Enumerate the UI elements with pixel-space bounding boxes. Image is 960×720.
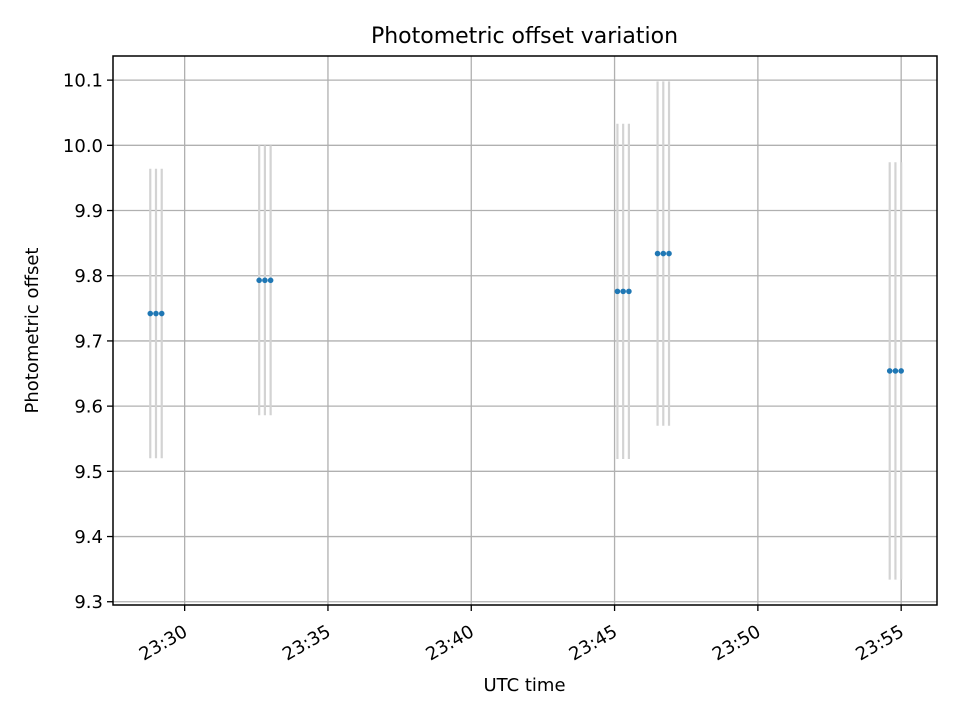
error-bars <box>149 81 903 580</box>
y-tick-label: 9.6 <box>74 397 103 418</box>
y-tick-label: 10.1 <box>63 71 103 92</box>
y-tick-label: 10.0 <box>63 136 103 157</box>
x-tick-label: 23:40 <box>422 621 477 665</box>
y-tick-label: 9.8 <box>74 266 103 287</box>
plot-frame <box>112 55 938 606</box>
x-tick-label: 23:45 <box>566 621 621 665</box>
y-axis-label: Photometric offset <box>22 248 43 414</box>
data-point <box>620 288 626 295</box>
y-tick-label: 9.9 <box>74 201 103 222</box>
data-point <box>153 310 159 317</box>
y-axis-ticks: 9.3 9.4 9.5 9.6 9.7 9.8 9.9 10.0 10.1 <box>63 71 113 613</box>
data-point <box>892 368 899 374</box>
x-tick-label: 23:50 <box>709 621 764 665</box>
data-point <box>626 288 632 295</box>
data-point <box>654 250 661 257</box>
y-tick-label: 9.4 <box>74 527 103 548</box>
x-axis-ticks: 23:30 23:35 23:40 23:45 23:50 23:55 <box>136 605 908 665</box>
data-point <box>147 310 154 317</box>
grid-lines <box>113 56 937 605</box>
y-tick-label: 9.5 <box>74 462 103 483</box>
data-point <box>660 250 667 257</box>
y-tick-label: 9.7 <box>74 331 103 352</box>
x-tick-label: 23:35 <box>279 621 334 665</box>
data-point <box>614 288 621 295</box>
data-point <box>898 368 904 374</box>
data-point <box>666 250 672 257</box>
data-point <box>158 310 165 317</box>
data-points <box>147 250 904 374</box>
x-tick-label: 23:30 <box>136 621 191 665</box>
data-point <box>886 368 893 374</box>
x-tick-label: 23:55 <box>852 621 907 665</box>
data-point <box>267 277 274 284</box>
y-tick-label: 9.3 <box>74 592 103 613</box>
chart-title: Photometric offset variation <box>371 24 678 49</box>
data-point <box>256 277 262 284</box>
x-axis-label: UTC time <box>483 675 565 696</box>
data-point <box>262 277 268 284</box>
